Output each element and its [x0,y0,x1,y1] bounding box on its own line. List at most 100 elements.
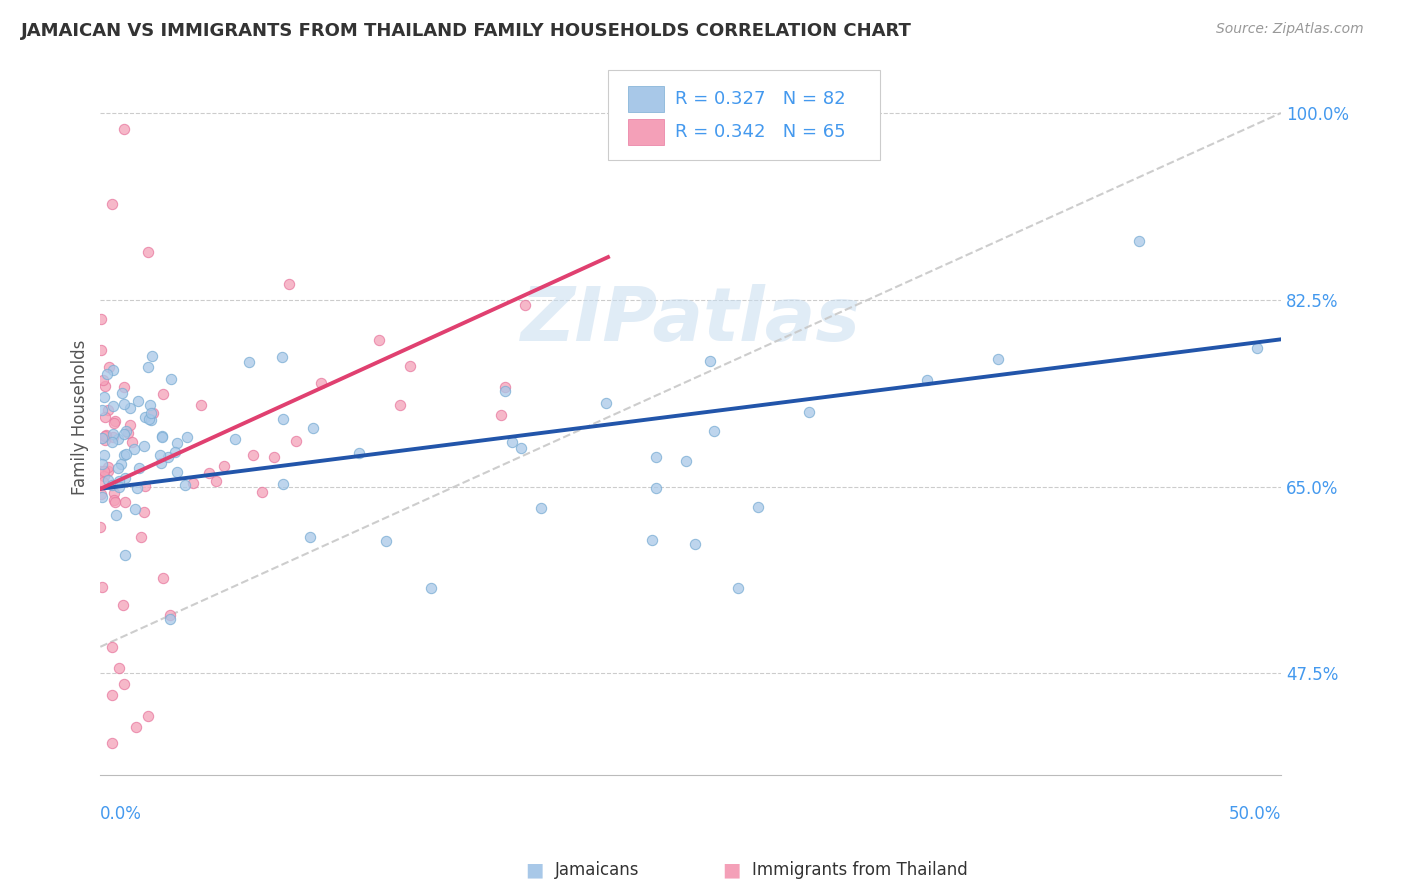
Point [238,355,260,369]
Point [101,736,124,750]
Point [114,495,136,509]
Point [138,397,160,411]
Text: JAMAICAN VS IMMIGRANTS FROM THAILAND FAMILY HOUSEHOLDS CORRELATION CHART: JAMAICAN VS IMMIGRANTS FROM THAILAND FAM… [21,22,912,40]
Point [915,373,938,387]
Point [104,508,127,523]
Point [212,458,235,473]
Text: ■: ■ [524,860,544,880]
Point [101,688,124,702]
Point [124,502,146,516]
Text: ZIPatlas: ZIPatlas [520,285,860,357]
Point [111,598,134,612]
Point [797,405,820,419]
Point [90,487,112,501]
Point [107,460,129,475]
Point [181,476,204,491]
Point [114,471,136,485]
Point [129,530,152,544]
Point [89,520,111,534]
Point [675,454,697,468]
Point [93,428,115,442]
Point [104,414,127,428]
Point [399,359,422,374]
Point [141,413,163,427]
Point [91,403,114,417]
Point [176,430,198,444]
Point [152,429,174,443]
Point [90,580,112,594]
Point [103,416,125,430]
Point [107,432,129,446]
Point [101,196,124,211]
Point [271,411,294,425]
Point [299,530,322,544]
Point [103,486,125,500]
Point [91,373,114,387]
Point [112,448,135,462]
Text: 50.0%: 50.0% [1229,805,1281,823]
Point [510,442,533,456]
Point [93,434,115,448]
Text: R = 0.327   N = 82: R = 0.327 N = 82 [675,90,846,108]
Y-axis label: Family Households: Family Households [72,340,89,495]
Point [93,391,115,405]
Point [152,571,174,585]
Point [93,448,115,462]
Point [152,386,174,401]
Point [530,500,553,515]
Point [489,408,512,422]
Point [173,477,195,491]
Point [112,426,135,441]
Point [683,537,706,551]
Point [198,466,221,480]
Point [1246,341,1268,355]
Point [93,469,115,483]
Point [121,435,143,450]
Text: ■: ■ [721,860,741,880]
Point [118,401,141,415]
Point [112,380,135,394]
Point [114,424,136,438]
Point [284,434,307,449]
Point [134,505,156,519]
Point [94,428,117,442]
Point [263,450,285,464]
Point [91,475,114,489]
Point [107,475,129,489]
Point [644,450,666,464]
Point [389,398,412,412]
Point [374,533,396,548]
Point [97,464,120,478]
Point [747,500,769,514]
Point [149,448,172,462]
Point [141,406,163,420]
Point [97,474,120,488]
Point [112,397,135,411]
Point [595,395,617,409]
Point [101,427,124,442]
Point [156,450,179,464]
Point [278,277,301,291]
Point [115,446,138,460]
Point [727,581,749,595]
Point [91,457,114,471]
Point [141,349,163,363]
Point [117,425,139,440]
Point [309,376,332,390]
Point [122,442,145,456]
Point [91,431,114,445]
Point [252,485,274,500]
Point [141,407,163,421]
Point [110,458,132,472]
Point [101,640,124,654]
Point [112,122,135,136]
Point [96,460,118,475]
Point [89,312,111,326]
Point [94,409,117,424]
Point [163,445,186,459]
Point [90,464,112,478]
Text: Jamaicans: Jamaicans [555,861,640,879]
Point [108,480,131,494]
Point [118,417,141,432]
Point [644,481,666,495]
